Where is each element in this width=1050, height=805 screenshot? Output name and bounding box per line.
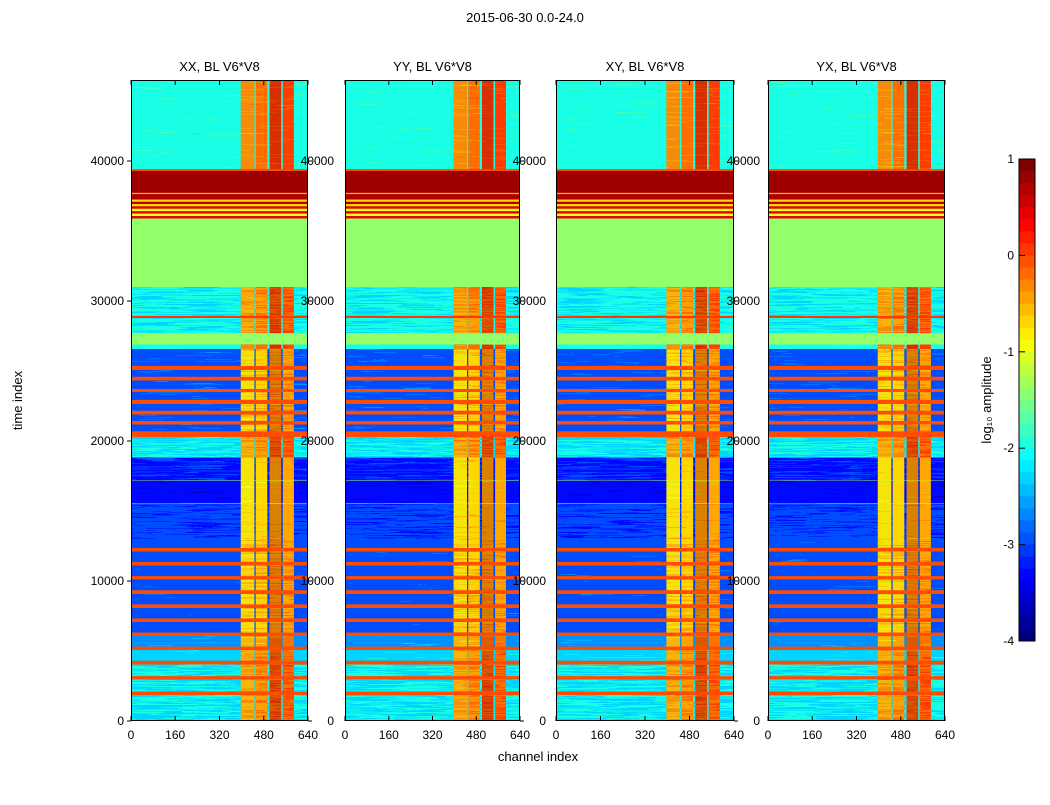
- svg-text:XX, BL V6*V8: XX, BL V6*V8: [179, 59, 259, 74]
- svg-text:40000: 40000: [727, 154, 761, 168]
- svg-text:320: 320: [209, 728, 229, 742]
- svg-text:1: 1: [1007, 152, 1014, 166]
- svg-text:20000: 20000: [301, 434, 335, 448]
- svg-text:320: 320: [422, 728, 442, 742]
- svg-text:40000: 40000: [91, 154, 125, 168]
- svg-text:10000: 10000: [727, 574, 761, 588]
- svg-text:0: 0: [117, 714, 124, 728]
- svg-text:10000: 10000: [301, 574, 335, 588]
- svg-text:log₁₀ amplitude: log₁₀ amplitude: [979, 356, 994, 443]
- svg-text:0: 0: [753, 714, 760, 728]
- svg-text:0: 0: [539, 714, 546, 728]
- svg-text:640: 640: [935, 728, 955, 742]
- svg-text:640: 640: [510, 728, 530, 742]
- svg-text:YY, BL V6*V8: YY, BL V6*V8: [393, 59, 472, 74]
- svg-text:480: 480: [254, 728, 274, 742]
- svg-text:640: 640: [724, 728, 744, 742]
- svg-text:480: 480: [679, 728, 699, 742]
- svg-text:30000: 30000: [91, 294, 125, 308]
- svg-text:480: 480: [466, 728, 486, 742]
- svg-text:0: 0: [327, 714, 334, 728]
- svg-text:-4: -4: [1003, 634, 1014, 648]
- svg-text:0: 0: [1007, 248, 1014, 262]
- svg-text:YX, BL V6*V8: YX, BL V6*V8: [816, 59, 896, 74]
- svg-text:480: 480: [891, 728, 911, 742]
- svg-text:2015-06-30 0.0-24.0: 2015-06-30 0.0-24.0: [466, 10, 584, 25]
- svg-text:20000: 20000: [91, 434, 125, 448]
- svg-text:-3: -3: [1003, 538, 1014, 552]
- svg-text:160: 160: [379, 728, 399, 742]
- svg-text:0: 0: [765, 728, 772, 742]
- svg-text:0: 0: [128, 728, 135, 742]
- svg-text:20000: 20000: [727, 434, 761, 448]
- svg-text:40000: 40000: [513, 154, 547, 168]
- svg-text:time index: time index: [10, 370, 25, 430]
- svg-text:10000: 10000: [513, 574, 547, 588]
- svg-text:320: 320: [635, 728, 655, 742]
- svg-text:160: 160: [590, 728, 610, 742]
- svg-text:40000: 40000: [301, 154, 335, 168]
- svg-text:channel index: channel index: [498, 749, 579, 764]
- svg-text:30000: 30000: [727, 294, 761, 308]
- svg-text:320: 320: [846, 728, 866, 742]
- svg-text:640: 640: [298, 728, 318, 742]
- svg-text:30000: 30000: [513, 294, 547, 308]
- svg-text:20000: 20000: [513, 434, 547, 448]
- svg-text:160: 160: [165, 728, 185, 742]
- svg-text:30000: 30000: [301, 294, 335, 308]
- svg-text:10000: 10000: [91, 574, 125, 588]
- svg-text:0: 0: [553, 728, 560, 742]
- svg-text:XY, BL V6*V8: XY, BL V6*V8: [606, 59, 685, 74]
- svg-text:0: 0: [342, 728, 349, 742]
- svg-text:-1: -1: [1003, 345, 1014, 359]
- svg-text:160: 160: [802, 728, 822, 742]
- svg-text:-2: -2: [1003, 441, 1014, 455]
